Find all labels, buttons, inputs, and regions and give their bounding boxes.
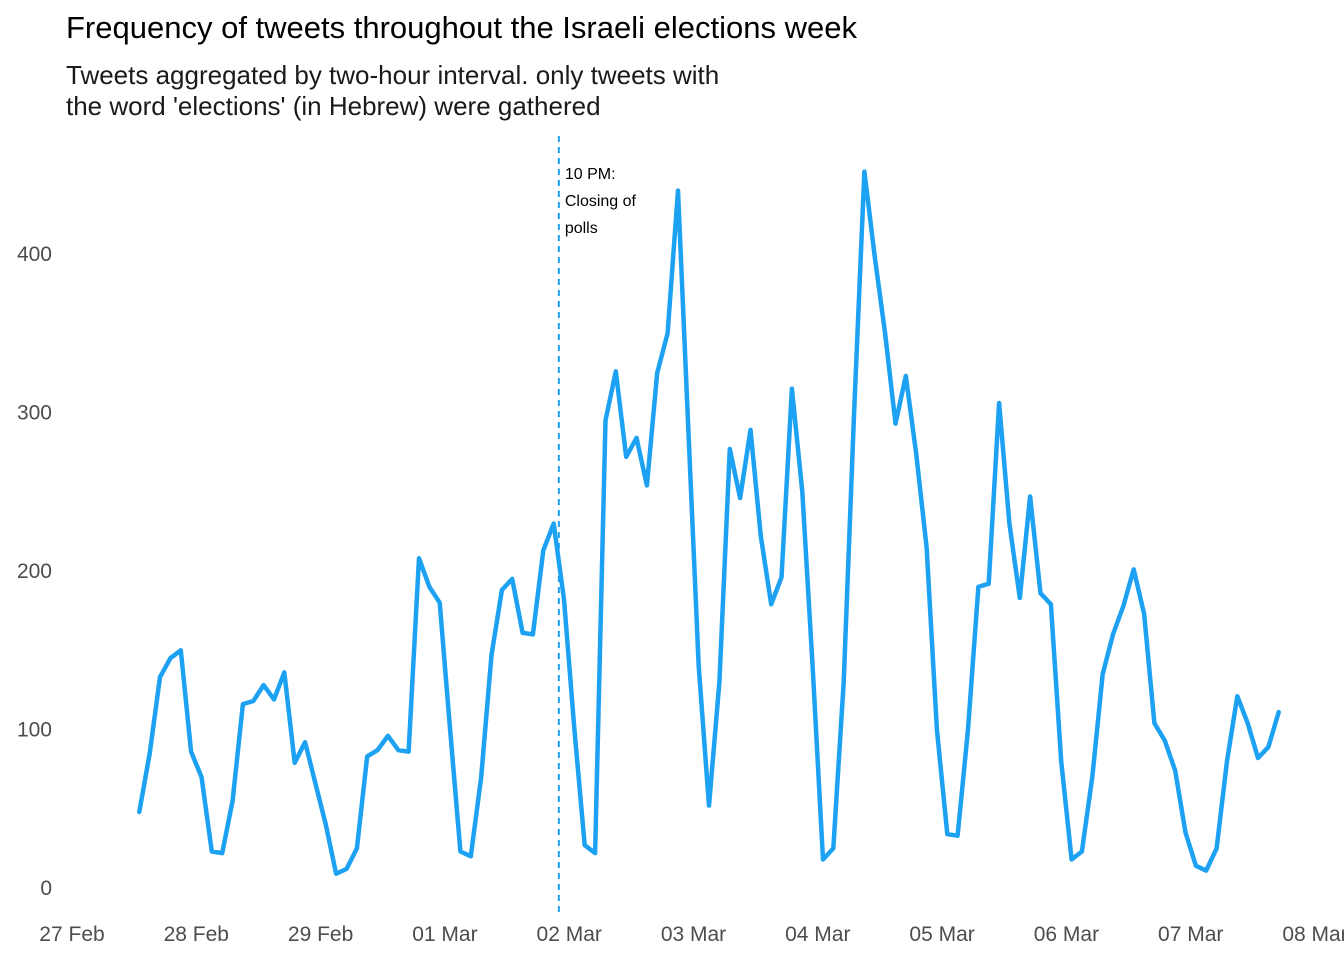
y-tick-label: 400 — [17, 243, 52, 266]
annotation-label: Closing of — [565, 193, 637, 210]
x-tick-label: 04 Mar — [785, 923, 850, 946]
x-axis: 27 Feb 28 Feb 29 Feb 01 Mar 02 Mar 03 Mar 04 M… — [39, 923, 1344, 946]
chart-subtitle: Tweets aggregated by two-hour interval. … — [66, 60, 720, 121]
x-tick-label: 05 Mar — [909, 923, 974, 946]
x-tick-label: 03 Mar — [661, 923, 726, 946]
chart-title: Frequency of tweets throughout the Israe… — [66, 10, 857, 45]
x-tick-label: 07 Mar — [1158, 923, 1223, 946]
x-tick-label: 28 Feb — [164, 923, 229, 946]
annotation-label: 10 PM: — [565, 166, 616, 183]
y-tick-label: 100 — [17, 719, 52, 742]
x-tick-label: 06 Mar — [1034, 923, 1099, 946]
x-tick-label: 08 Mar — [1282, 923, 1344, 946]
x-tick-label: 01 Mar — [412, 923, 477, 946]
annotation-label: polls — [565, 220, 598, 237]
y-tick-label: 200 — [17, 560, 52, 583]
series-layer — [137, 169, 1281, 876]
x-tick-label: 27 Feb — [39, 923, 104, 946]
y-axis: 0 100 200 300 400 — [17, 243, 52, 900]
annotation-layer: 10 PM: Closing of polls — [557, 136, 637, 915]
x-tick-label: 29 Feb — [288, 923, 353, 946]
y-tick-label: 0 — [40, 877, 52, 900]
tweet-frequency-line — [137, 169, 1281, 876]
x-tick-label: 02 Mar — [537, 923, 602, 946]
y-tick-label: 300 — [17, 402, 52, 425]
